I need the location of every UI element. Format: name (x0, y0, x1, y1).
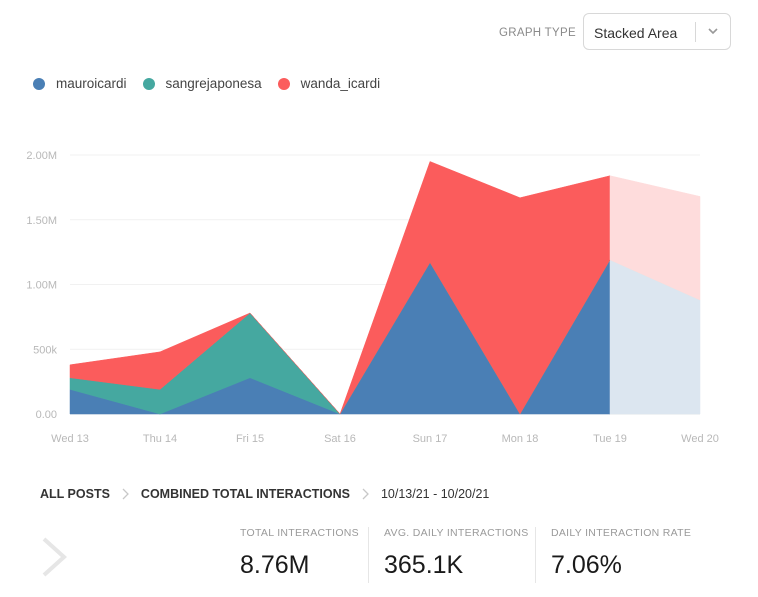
stat-avg-daily-interactions: AVG. DAILY INTERACTIONS 365.1K (384, 527, 529, 580)
legend-item-wanda-icardi[interactable]: wanda_icardi (277, 76, 381, 91)
area-wanda-icardi (69, 161, 611, 415)
stat-value: 365.1K (384, 551, 464, 579)
y-tick-label: 1.50M (26, 215, 57, 227)
graph-type-selected-value: Stacked Area (594, 25, 678, 41)
chevron-right-icon[interactable] (40, 535, 68, 579)
x-tick-label: Tue 19 (593, 433, 627, 445)
x-tick-label: Wed 20 (681, 433, 719, 445)
y-tick-label: 0.00 (36, 409, 57, 421)
x-tick-label: Mon 18 (502, 433, 539, 445)
stat-total-interactions: TOTAL INTERACTIONS 8.76M (240, 527, 359, 580)
legend-item-sangrejaponesa[interactable]: sangrejaponesa (142, 76, 262, 91)
legend-swatch (277, 77, 290, 90)
x-tick-label: Wed 13 (51, 433, 89, 445)
breadcrumb: ALL POSTS COMBINED TOTAL INTERACTIONS 10… (40, 487, 489, 501)
stat-divider (368, 527, 369, 583)
chevron-right-icon (362, 488, 369, 500)
legend-label: wanda_icardi (300, 76, 381, 91)
chart-legend: mauroicardi sangrejaponesa wanda_icardi (33, 76, 396, 91)
chevron-down-icon[interactable] (706, 24, 720, 38)
x-tick-label: Sat 16 (324, 433, 356, 445)
chevron-right-icon (122, 488, 129, 500)
legend-label: mauroicardi (56, 76, 127, 91)
x-tick-label: Fri 15 (236, 433, 264, 445)
legend-swatch (33, 77, 45, 90)
y-tick-label: 500k (33, 344, 57, 356)
breadcrumb-date-range: 10/13/21 - 10/20/21 (380, 487, 490, 501)
stat-label: TOTAL INTERACTIONS (240, 527, 359, 539)
x-tick-label: Thu 14 (143, 433, 177, 445)
legend-item-mauroicardi[interactable]: mauroicardi (33, 76, 127, 91)
area-wanda-icardi-projected (609, 175, 701, 301)
stat-value: 7.06% (551, 551, 622, 579)
stat-label: AVG. DAILY INTERACTIONS (384, 527, 529, 539)
graph-type-label: GRAPH TYPE (499, 27, 576, 39)
y-tick-label: 1.00M (26, 280, 57, 292)
stacked-area-chart: 0.00 500k 1.00M 1.50M 2.00M Wed 13 Thu 14 Fri 1… (26, 150, 719, 445)
legend-label: sangrejaponesa (165, 76, 262, 91)
select-divider (695, 22, 696, 42)
x-tick-label: Sun 17 (413, 433, 448, 445)
legend-swatch (142, 77, 155, 90)
stat-daily-interaction-rate: DAILY INTERACTION RATE 7.06% (551, 527, 691, 580)
graph-type-select[interactable]: Stacked Area (583, 13, 731, 50)
y-tick-label: 2.00M (26, 150, 57, 162)
breadcrumb-metric[interactable]: COMBINED TOTAL INTERACTIONS (140, 487, 350, 501)
stat-divider (535, 527, 536, 583)
stat-label: DAILY INTERACTION RATE (551, 527, 692, 539)
stat-value: 8.76M (240, 551, 310, 579)
breadcrumb-all-posts[interactable]: ALL POSTS (40, 487, 110, 501)
